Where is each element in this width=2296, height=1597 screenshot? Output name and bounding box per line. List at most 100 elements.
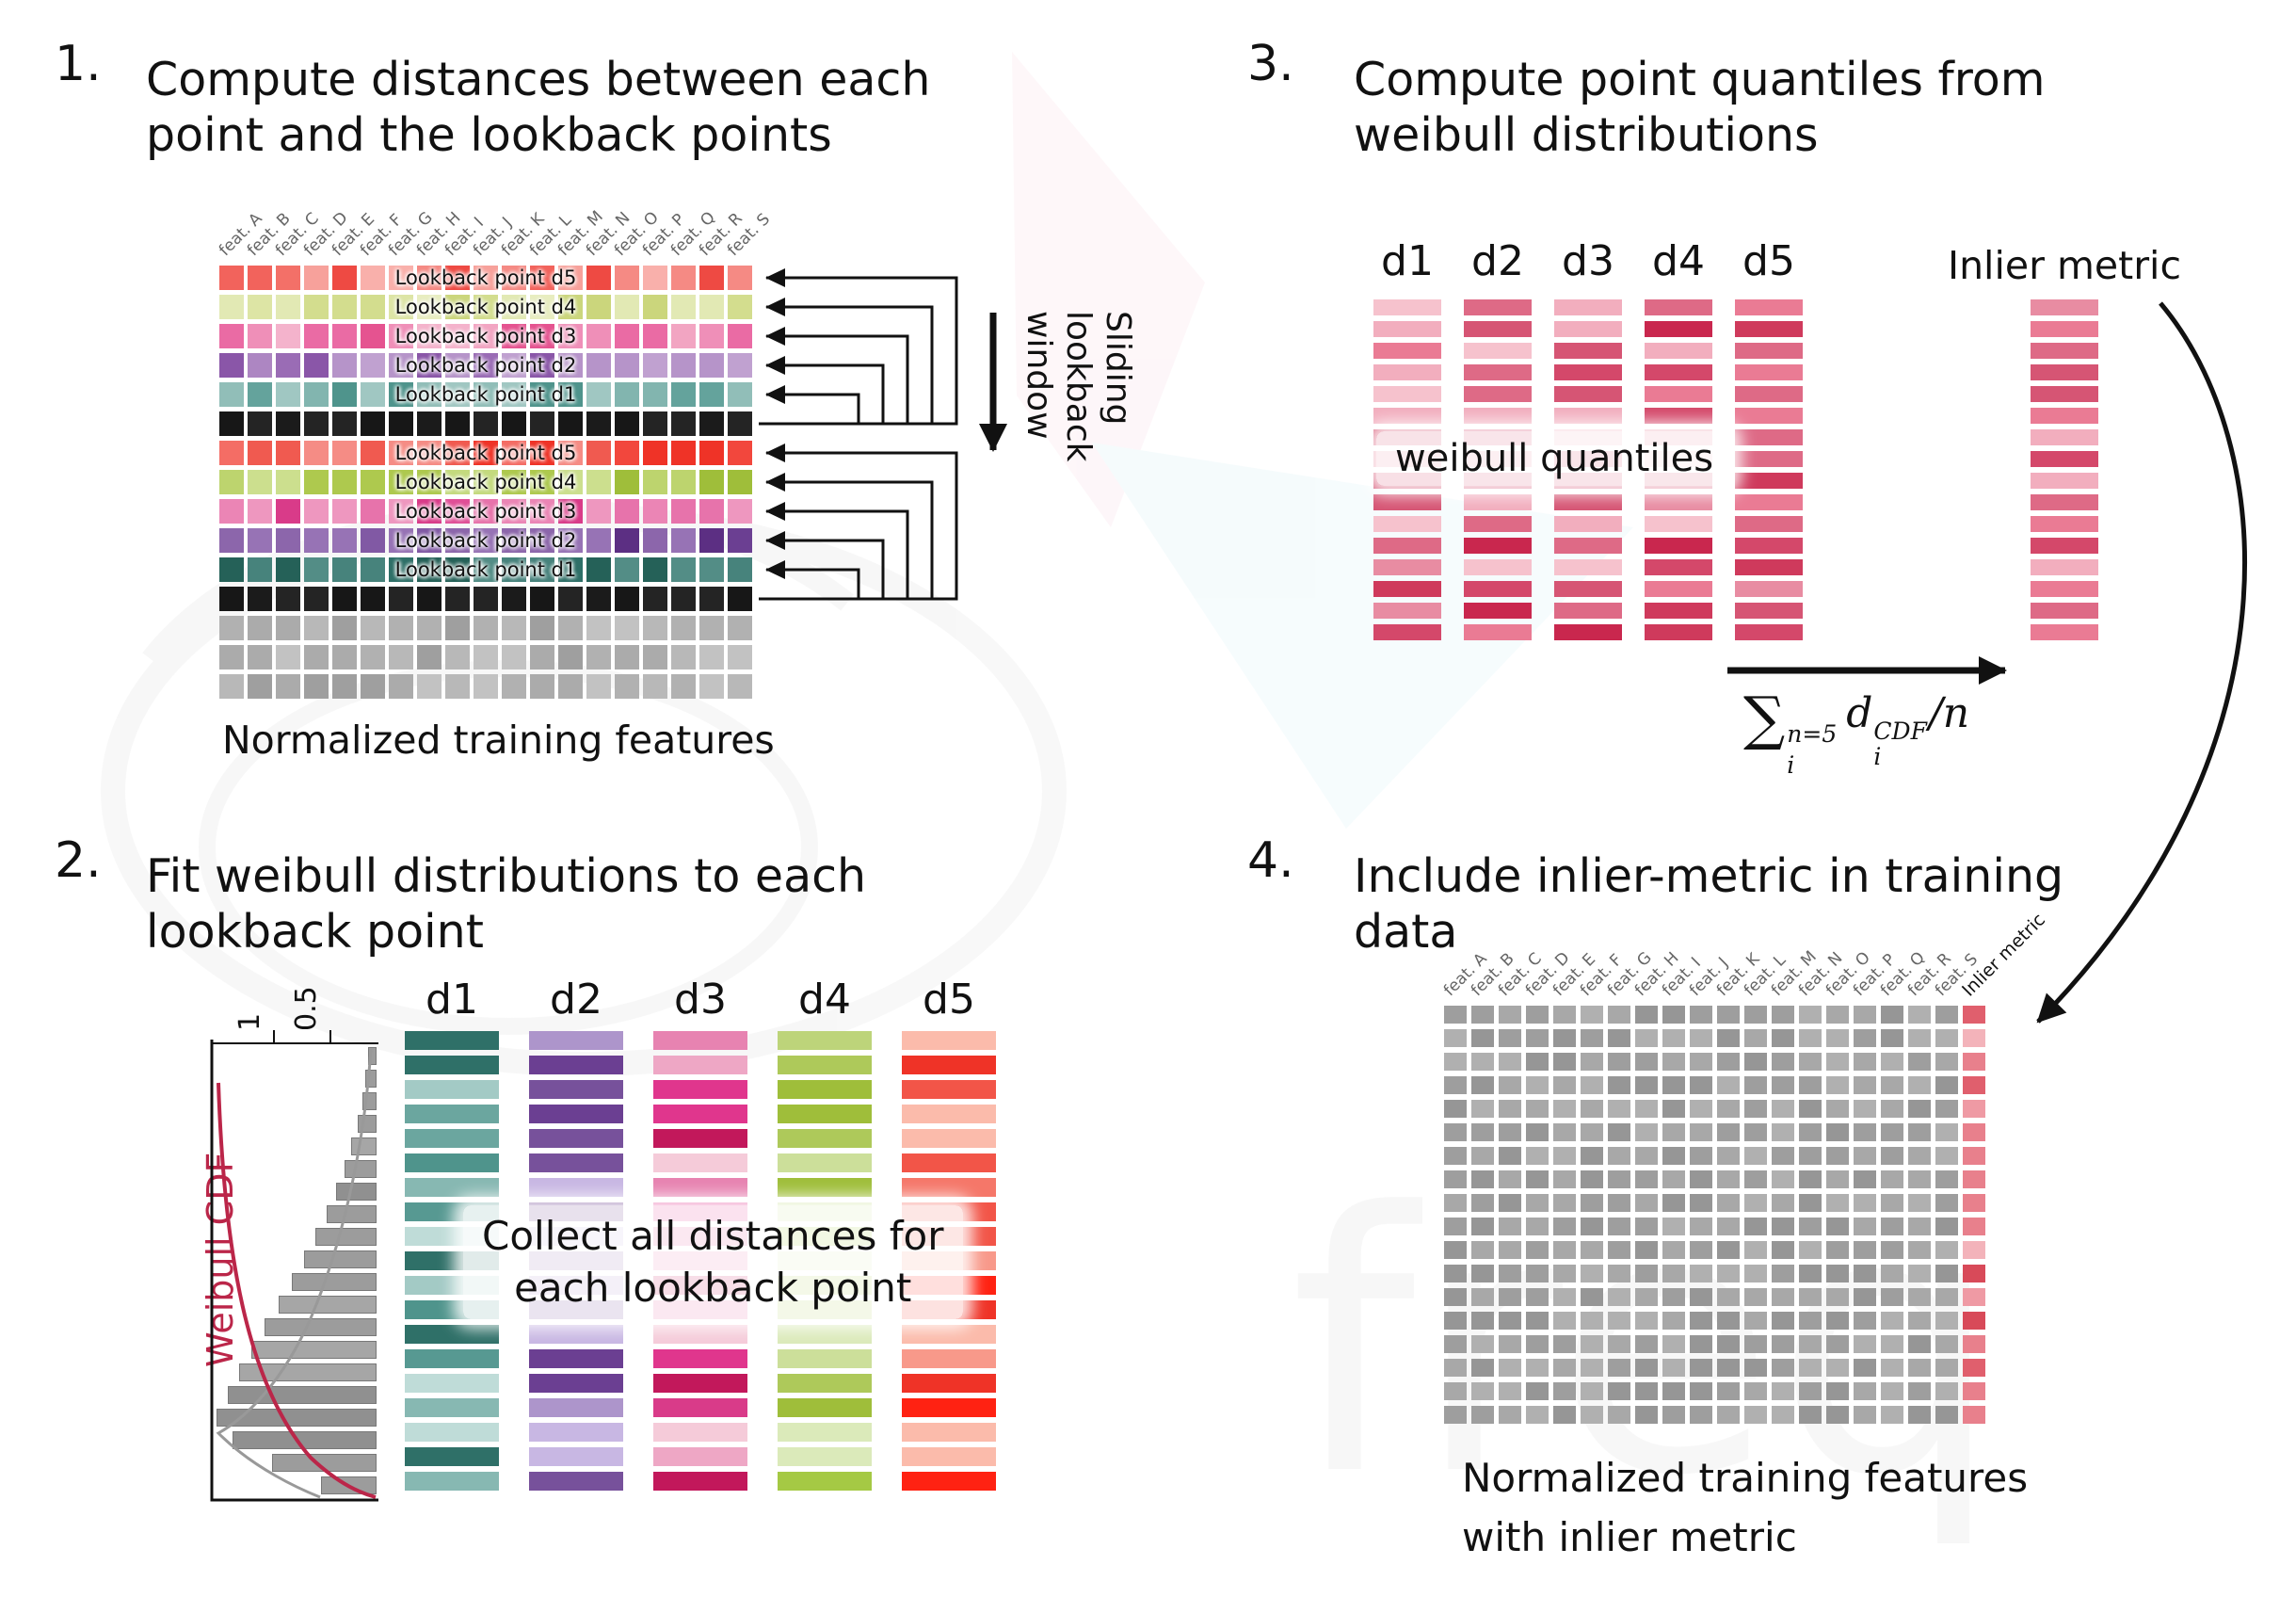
grid-cell	[1908, 1053, 1931, 1071]
grid-cell	[1608, 1265, 1630, 1282]
distance-bar	[902, 1349, 996, 1368]
grid-cell	[445, 266, 470, 290]
grid-cell	[1690, 1406, 1712, 1424]
histogram-bar	[336, 1183, 377, 1201]
grid-cell	[248, 295, 272, 319]
grid-cell	[1499, 1076, 1521, 1094]
grid-cell	[1608, 1241, 1630, 1259]
grid-cell	[1526, 1359, 1549, 1377]
sliding-line1: Sliding	[1099, 311, 1137, 426]
grid-cell	[699, 674, 724, 699]
grid-cell	[1799, 1265, 1822, 1282]
grid-cell	[304, 295, 329, 319]
distance-bar	[529, 1153, 623, 1172]
grid-cell	[1908, 1218, 1931, 1235]
distance-bar	[653, 1153, 747, 1172]
grid-cell	[445, 295, 470, 319]
grid-cell	[417, 499, 442, 524]
histogram-bar	[217, 1409, 377, 1427]
grid-cell	[1908, 1194, 1931, 1212]
grid-cell	[1444, 1312, 1467, 1330]
inlier-metric-bar	[2031, 408, 2098, 424]
grid-cell	[219, 382, 244, 407]
grid-cell	[1553, 1406, 1576, 1424]
distance-bar	[902, 1472, 996, 1491]
bracket-arrow	[759, 502, 909, 601]
grid-cell	[1908, 1123, 1931, 1141]
distance-bar	[405, 1374, 499, 1393]
grid-cell	[558, 557, 583, 582]
grid-cell	[1690, 1218, 1712, 1235]
quantile-bar	[1554, 494, 1622, 510]
grid-cell	[1799, 1053, 1822, 1071]
grid-cell	[417, 441, 442, 465]
grid-cell	[445, 587, 470, 611]
grid-cell	[699, 557, 724, 582]
distance-bar	[902, 1374, 996, 1393]
grid-cell	[530, 324, 554, 348]
grid-cell	[1881, 1335, 1903, 1353]
panel4-title-line2: data	[1354, 904, 1458, 959]
var-subscript: i	[1873, 743, 1882, 770]
grid-cell	[1744, 1194, 1767, 1212]
grid-cell	[1854, 1194, 1876, 1212]
grid-cell	[1935, 1053, 1958, 1071]
grid-cell	[332, 295, 357, 319]
grid-cell	[643, 587, 667, 611]
quantile-bar	[1735, 559, 1803, 575]
grid-cell	[1744, 1053, 1767, 1071]
grid-cell	[276, 382, 300, 407]
grid-cell	[1471, 1288, 1494, 1306]
grid-cell	[389, 587, 413, 611]
histogram-bar	[362, 1092, 377, 1110]
grid-cell	[1526, 1194, 1549, 1212]
grid-cell	[1499, 1335, 1521, 1353]
grid-cell	[361, 382, 385, 407]
grid-cell	[248, 324, 272, 348]
grid-cell	[1963, 1170, 1985, 1188]
grid-cell	[1444, 1006, 1467, 1024]
quantile-bar	[1554, 559, 1622, 575]
grid-cell	[1717, 1288, 1740, 1306]
grid-cell	[1881, 1382, 1903, 1400]
grid-cell	[1526, 1053, 1549, 1071]
distance-bar	[653, 1472, 747, 1491]
grid-cell	[1826, 1029, 1849, 1047]
grid-cell	[502, 674, 526, 699]
quantile-col-label-d4: d4	[1652, 237, 1705, 285]
quantile-bar	[1735, 473, 1803, 489]
histogram-bar	[368, 1047, 377, 1065]
grid-cell	[332, 499, 357, 524]
quantile-bar	[1645, 321, 1712, 337]
distance-bar	[902, 1398, 996, 1417]
quantile-bar	[1464, 364, 1532, 380]
grid-cell	[502, 587, 526, 611]
grid-cell	[1635, 1288, 1658, 1306]
distance-bar	[653, 1349, 747, 1368]
grid-cell	[1690, 1288, 1712, 1306]
grid-cell	[615, 411, 639, 436]
quantile-bar	[1554, 624, 1622, 640]
sum-superscript: n=5	[1787, 720, 1838, 748]
grid-cell	[699, 470, 724, 494]
grid-cell	[1499, 1006, 1521, 1024]
grid-cell	[304, 587, 329, 611]
distance-bar	[902, 1178, 996, 1197]
grid-cell	[615, 295, 639, 319]
distance-bar	[405, 1349, 499, 1368]
grid-cell	[1499, 1359, 1521, 1377]
grid-cell	[1826, 1241, 1849, 1259]
grid-cell	[1444, 1053, 1467, 1071]
grid-cell	[1908, 1312, 1931, 1330]
distance-bar	[778, 1447, 872, 1466]
grid-cell	[389, 382, 413, 407]
grid-cell	[643, 528, 667, 553]
grid-cell	[1881, 1241, 1903, 1259]
quantile-bar	[1645, 624, 1712, 640]
quantile-bar	[1735, 516, 1803, 532]
grid-cell	[615, 587, 639, 611]
grid-cell	[389, 295, 413, 319]
histogram-bar	[327, 1205, 377, 1223]
grid-cell	[219, 324, 244, 348]
grid-cell	[276, 353, 300, 378]
